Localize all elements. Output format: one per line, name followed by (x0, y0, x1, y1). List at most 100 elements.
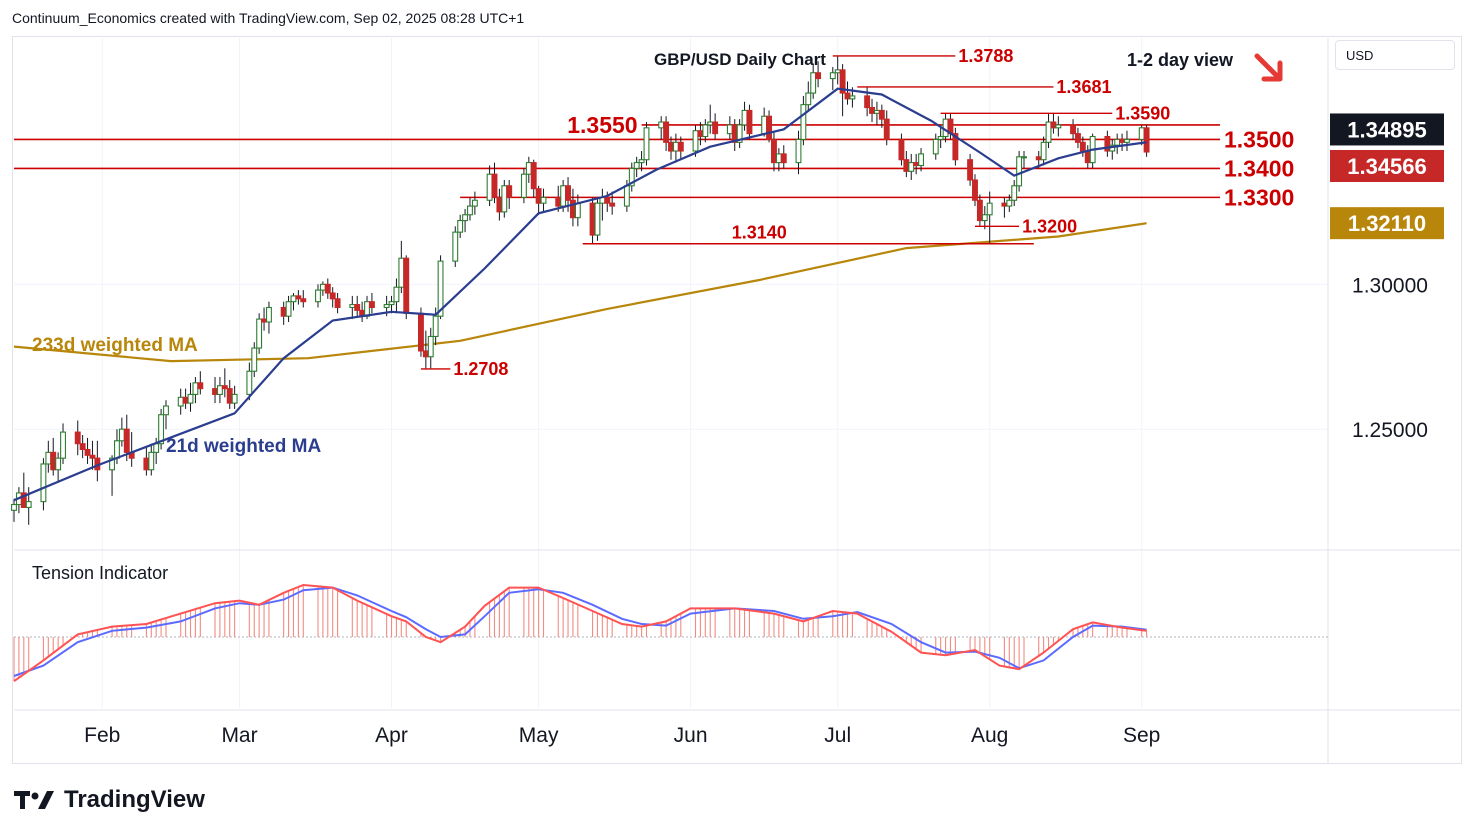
candle-body (692, 130, 699, 152)
candle-body (1104, 135, 1111, 152)
candle-body (501, 185, 508, 213)
currency-selector[interactable]: USD (1335, 40, 1455, 70)
price-label: 1.32110 (1348, 211, 1426, 236)
x-tick-label: Jul (824, 724, 851, 747)
candle-body (89, 454, 96, 459)
candle-body (393, 286, 400, 303)
candle-body (109, 457, 116, 471)
ma21-label: 21d weighted MA (166, 436, 321, 457)
candle-body (839, 69, 846, 94)
candle-body (1050, 121, 1057, 129)
tension-layer (13, 583, 1148, 683)
candle-body (1143, 127, 1150, 153)
candle-body (114, 440, 120, 459)
candle-body (1011, 185, 1018, 201)
level-label: 1.3500 (1224, 126, 1294, 152)
candle-body (261, 318, 268, 323)
chart-title: GBP/USD Daily Chart (654, 50, 826, 69)
candle-body (736, 124, 743, 143)
candle-body (1055, 124, 1062, 129)
x-tick-label: Mar (221, 724, 257, 747)
chart-attribution: Continuum_Economics created with Trading… (12, 10, 525, 26)
candle-body (937, 135, 944, 140)
candle-body (25, 501, 32, 508)
candle-body (143, 457, 150, 471)
ma233-label: 233d weighted MA (32, 335, 198, 356)
candle-body (506, 185, 513, 198)
candle-body (712, 121, 719, 135)
candle-body (40, 463, 47, 503)
candle-body (300, 298, 307, 303)
level-label: 1.3300 (1224, 184, 1294, 210)
candle-body (74, 431, 81, 445)
x-tick-label: Sep (1123, 724, 1160, 747)
candle-body (643, 127, 650, 161)
candle-body (766, 115, 773, 140)
candle-body (1070, 124, 1076, 135)
candle-body (427, 335, 434, 358)
candle-body (457, 220, 464, 233)
candle-body (84, 448, 91, 456)
candle-body (221, 385, 228, 390)
candle-body (775, 153, 782, 164)
candle-body (403, 257, 410, 314)
candle-body (1040, 141, 1047, 161)
candle-body (623, 185, 630, 207)
tension-indicator-label: Tension Indicator (32, 563, 168, 583)
candle-body (525, 162, 532, 175)
candle-body (11, 503, 17, 511)
candle-body (1016, 156, 1023, 187)
price-label-bg (1330, 149, 1444, 182)
candle-body (212, 388, 218, 395)
candle-body (761, 115, 768, 135)
candle-body (79, 443, 86, 451)
candle-body (496, 196, 503, 213)
candle-body (677, 141, 684, 152)
price-label: 1.34895 (1347, 117, 1427, 142)
candle-body (628, 167, 635, 187)
candle-body (702, 124, 709, 138)
candle-body (364, 301, 370, 317)
candle-body (594, 202, 601, 236)
candle-body (672, 141, 679, 152)
candle-body (197, 382, 204, 390)
candle-body (560, 185, 567, 207)
candle-body (1006, 199, 1013, 207)
candle-body (697, 130, 704, 138)
candle-body (1138, 127, 1145, 140)
candle-body (849, 95, 856, 100)
candle-body (226, 388, 233, 404)
annotation-label: 1.3788 (958, 46, 1013, 66)
candle-body (795, 138, 802, 164)
candle-body (918, 153, 925, 167)
candle-body (913, 162, 920, 167)
candle-body (246, 370, 253, 395)
candle-body (658, 121, 665, 129)
candle-body (800, 104, 807, 140)
tradingview-logo[interactable]: TradingView (14, 786, 205, 814)
candle-body (972, 179, 978, 201)
candle-body (530, 162, 537, 190)
annotation-label: 1.3681 (1056, 77, 1111, 97)
candle-body (1079, 141, 1086, 152)
candle-body (771, 138, 777, 164)
candle-body (290, 295, 297, 303)
candle-body (462, 214, 469, 222)
candle-body (55, 457, 62, 471)
levels-layer: 1.3550 1.3500 1.3400 1.3300 (14, 112, 1294, 210)
candle-body (1045, 121, 1052, 143)
candle-body (520, 173, 527, 198)
candle-body (981, 214, 988, 222)
tradingview-logo-icon (14, 789, 58, 811)
candle-body (158, 414, 165, 445)
x-tick-label: Apr (375, 724, 408, 747)
tension-fast-line (13, 583, 1147, 683)
candle-body (329, 292, 336, 300)
candle-body (903, 159, 910, 172)
candle-body (192, 382, 199, 395)
candle-body (148, 451, 155, 471)
annotation-label: 1.3140 (732, 223, 787, 243)
down-arrow-icon (1254, 53, 1283, 82)
